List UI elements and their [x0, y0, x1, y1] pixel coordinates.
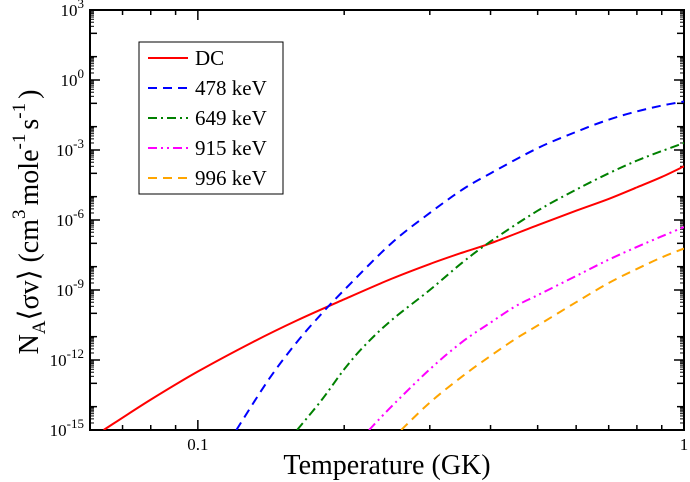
- svg-text:NA⟨σv⟩ (cm3mole-1s-1): NA⟨σv⟩ (cm3mole-1s-1): [9, 90, 50, 355]
- series-line-996-kev: [400, 247, 684, 430]
- y-label-suffix: ): [14, 90, 45, 99]
- series-line-915-kev: [368, 226, 684, 430]
- y-tick-label: 103: [61, 0, 85, 20]
- y-label-sup2: -1: [9, 134, 30, 150]
- series-group: [103, 100, 684, 430]
- series-line-649-kev: [296, 142, 684, 430]
- y-label-sup1: 3: [9, 209, 30, 219]
- x-tick-label: 1: [680, 435, 689, 454]
- y-tick-label: 10-6: [56, 206, 84, 230]
- y-label-middle: ⟨σv⟩ (cm: [14, 219, 45, 321]
- legend-label: 649 keV: [195, 106, 267, 130]
- axis-tick-labels: 0.1 1 10-15 10-12 10-9 10-6 10-3 100 103: [50, 0, 689, 454]
- y-tick-label: 10-15: [50, 416, 84, 440]
- series-line-dc: [103, 165, 684, 430]
- y-tick-label: 100: [61, 66, 85, 90]
- y-tick-label: 10-3: [56, 136, 84, 160]
- y-label-sup3: -1: [9, 103, 30, 119]
- y-tick-label: 10-12: [50, 346, 84, 370]
- series-line-478-kev: [235, 100, 684, 430]
- legend-label: 478 keV: [195, 76, 267, 100]
- y-label-mid3: s: [14, 119, 45, 130]
- x-axis-title: Temperature (GK): [283, 450, 490, 481]
- y-label-mid2: mole: [14, 149, 45, 205]
- legend-label: DC: [195, 46, 224, 70]
- legend-label: 915 keV: [195, 136, 267, 160]
- legend-label: 996 keV: [195, 166, 267, 190]
- y-axis-title: NA⟨σv⟩ (cm3mole-1s-1): [9, 90, 50, 355]
- axis-ticks: [89, 9, 685, 431]
- y-label-prefix: N: [14, 334, 45, 354]
- y-label-sub: A: [29, 320, 50, 334]
- x-tick-label: 0.1: [187, 435, 208, 454]
- legend: DC 478 keV 649 keV 915 keV 996 keV: [138, 41, 284, 195]
- y-tick-label: 10-9: [56, 276, 84, 300]
